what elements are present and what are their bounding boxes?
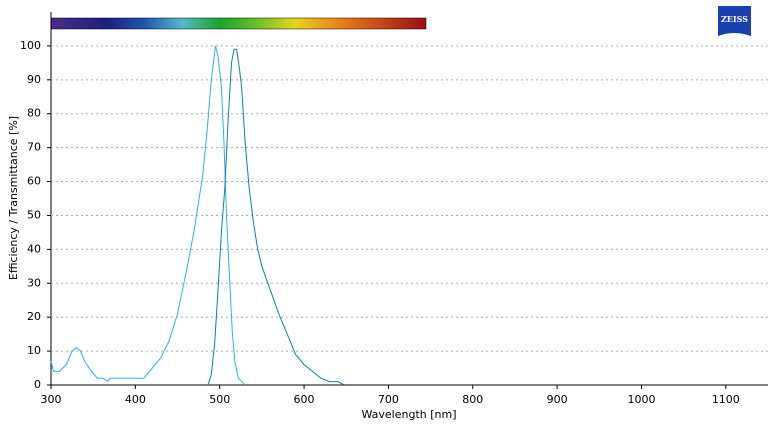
y-tick-label: 80 <box>27 107 41 120</box>
x-tick-label: 700 <box>378 393 399 406</box>
logo-text: ZEISS <box>721 14 748 24</box>
x-axis-label: Wavelength [nm] <box>361 408 456 421</box>
line <box>50 45 246 386</box>
y-tick-label: 100 <box>20 39 41 52</box>
x-tick-label: 500 <box>209 393 230 406</box>
logo: ZEISS <box>718 6 751 36</box>
x-tick-label: 600 <box>294 393 315 406</box>
y-tick-label: 50 <box>27 208 41 221</box>
line <box>207 48 345 386</box>
y-axis-label: Efficiency / Transmittance [%] <box>7 116 20 280</box>
y-tick-label: 70 <box>27 141 41 154</box>
y-tick-label: 20 <box>27 310 41 323</box>
x-tick-label: 1100 <box>712 393 740 406</box>
x-tick-label: 400 <box>125 393 146 406</box>
x-tick-label: 900 <box>547 393 568 406</box>
y-tick-label: 30 <box>27 276 41 289</box>
x-tick-label: 1000 <box>627 393 655 406</box>
y-tick-label: 40 <box>27 242 41 255</box>
y-tick-label: 90 <box>27 73 41 86</box>
x-tick-label: 800 <box>462 393 483 406</box>
x-tick-label: 300 <box>41 393 62 406</box>
y-tick-label: 60 <box>27 175 41 188</box>
y-tick-label: 0 <box>34 378 41 391</box>
spectrum-bar <box>50 17 427 30</box>
y-tick-label: 10 <box>27 344 41 357</box>
